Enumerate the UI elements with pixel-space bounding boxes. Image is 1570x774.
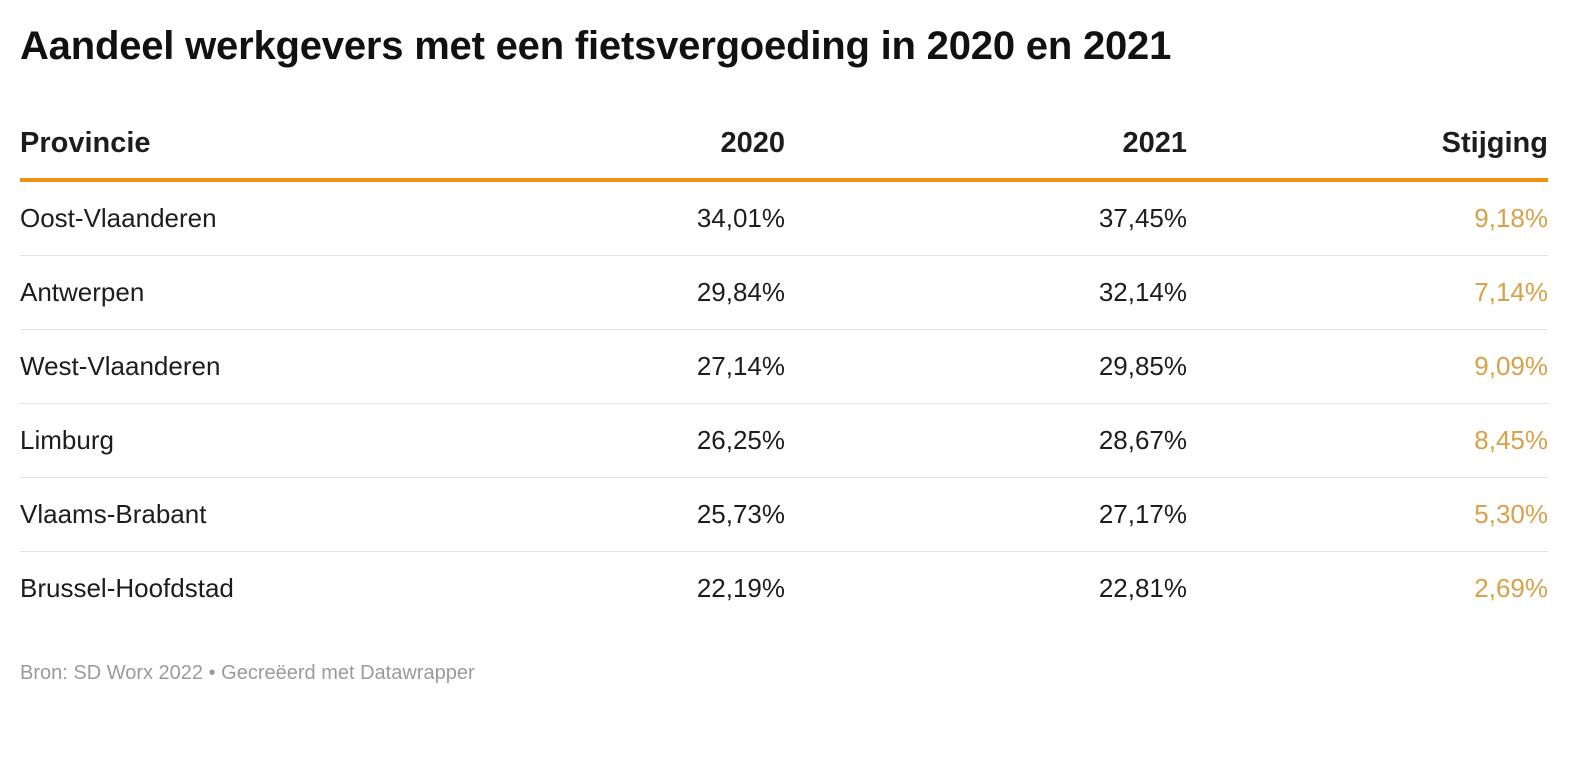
cell-2020: 25,73% bbox=[580, 477, 785, 552]
cell-provincie: Oost-Vlaanderen bbox=[20, 180, 580, 256]
table-row: Vlaams-Brabant 25,73% 27,17% 5,30% bbox=[20, 477, 1548, 552]
cell-provincie: Antwerpen bbox=[20, 255, 580, 330]
cell-provincie: Brussel-Hoofdstad bbox=[20, 573, 234, 603]
cell-2020: 26,25% bbox=[580, 403, 785, 478]
cell-stijging: 2,69% bbox=[1474, 573, 1548, 603]
table-header-row: Provincie 2020 2021 Stijging bbox=[20, 108, 1548, 182]
cell-provincie: Limburg bbox=[20, 403, 580, 478]
cell-stijging: 8,45% bbox=[1187, 403, 1548, 478]
cell-2021: 37,45% bbox=[785, 180, 1187, 256]
cell-2021: 32,14% bbox=[785, 255, 1187, 330]
table-row: Limburg 26,25% 28,67% 8,45% bbox=[20, 403, 1548, 478]
cell-2020: 34,01% bbox=[580, 180, 785, 256]
cell-stijging: 9,18% bbox=[1187, 180, 1548, 256]
chart-title: Aandeel werkgevers met een fietsvergoedi… bbox=[20, 24, 1172, 68]
table-row: Oost-Vlaanderen 34,01% 37,45% 9,18% bbox=[20, 180, 1548, 256]
cell-2020: 22,19% bbox=[696, 573, 785, 603]
column-header-stijging[interactable]: Stijging bbox=[1187, 108, 1548, 182]
cell-stijging: 9,09% bbox=[1187, 329, 1548, 404]
cell-2021: 29,85% bbox=[785, 329, 1187, 404]
cell-2021: 22,81% bbox=[1098, 573, 1187, 603]
cell-2021: 28,67% bbox=[785, 403, 1187, 478]
cell-provincie: West-Vlaanderen bbox=[20, 329, 580, 404]
cell-2021: 27,17% bbox=[785, 477, 1187, 552]
cell-stijging: 5,30% bbox=[1187, 477, 1548, 552]
table-row: Antwerpen 29,84% 32,14% 7,14% bbox=[20, 255, 1548, 330]
cell-2020: 29,84% bbox=[580, 255, 785, 330]
column-header-2020[interactable]: 2020 bbox=[580, 108, 785, 182]
table-row: West-Vlaanderen 27,14% 29,85% 9,09% bbox=[20, 329, 1548, 404]
data-table: Provincie 2020 2021 Stijging Oost-Vlaand… bbox=[20, 108, 1548, 625]
column-header-provincie[interactable]: Provincie bbox=[20, 108, 580, 182]
source-footer: Bron: SD Worx 2022 • Gecreëerd met Dataw… bbox=[20, 662, 475, 684]
cell-2020: 27,14% bbox=[580, 329, 785, 404]
table-row: Brussel-Hoofdstad 22,19% 22,81% 2,69% bbox=[20, 552, 1548, 626]
column-header-2021[interactable]: 2021 bbox=[785, 108, 1187, 182]
cell-stijging: 7,14% bbox=[1187, 255, 1548, 330]
cell-provincie: Vlaams-Brabant bbox=[20, 477, 580, 552]
